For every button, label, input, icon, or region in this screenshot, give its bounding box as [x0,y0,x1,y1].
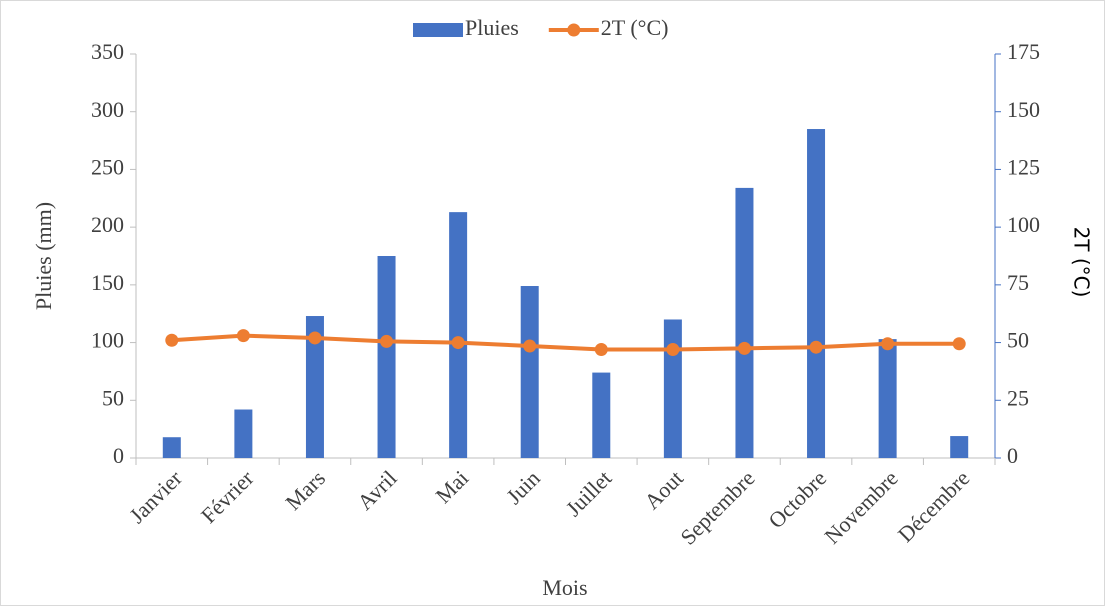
y2-axis-title: 2T (°C) [1070,227,1094,298]
legend-label: 2T (°C) [601,15,669,40]
line-marker [737,341,751,355]
bar [663,319,682,458]
y2-tick-label: 0 [1007,443,1018,468]
y-tick-label: 150 [91,270,124,295]
line-marker [594,342,608,356]
y-tick-label: 50 [102,385,124,410]
y2-tick-label: 50 [1007,328,1029,353]
line-marker [380,334,394,348]
bar [305,316,324,458]
line-marker [165,333,179,347]
legend-label: Pluies [465,15,519,40]
line-marker [523,339,537,353]
line-marker [952,337,966,351]
bar [807,129,826,458]
legend-swatch [413,23,463,37]
line [171,333,960,352]
bar [520,286,539,458]
y-tick-label: 200 [91,212,124,237]
y2-tick-label: 175 [1007,39,1040,64]
y2-tick-label: 125 [1007,154,1040,179]
y-tick-label: 350 [91,39,124,64]
bar [878,339,897,458]
bar [735,187,754,458]
bar [592,372,611,458]
bar [449,212,468,458]
bar [162,437,181,458]
line-marker [666,342,680,356]
y2-tick-label: 25 [1007,385,1029,410]
bar [234,409,253,458]
y2-tick-label: 150 [1007,97,1040,122]
y-tick-label: 250 [91,154,124,179]
line-marker [236,329,250,343]
y2-tick-label: 75 [1007,270,1029,295]
line-marker [308,331,322,345]
bar [950,436,969,458]
y-tick-label: 100 [91,328,124,353]
line-marker [451,336,465,350]
legend-marker [567,23,581,37]
x-axis-title: Mois [542,575,587,600]
line-marker [881,337,895,351]
y2-tick-label: 100 [1007,212,1040,237]
bar [377,256,396,458]
y-tick-label: 300 [91,97,124,122]
y-axis-title: Pluies (mm) [31,202,56,310]
y-tick-label: 0 [113,443,124,468]
line-marker [809,340,823,354]
